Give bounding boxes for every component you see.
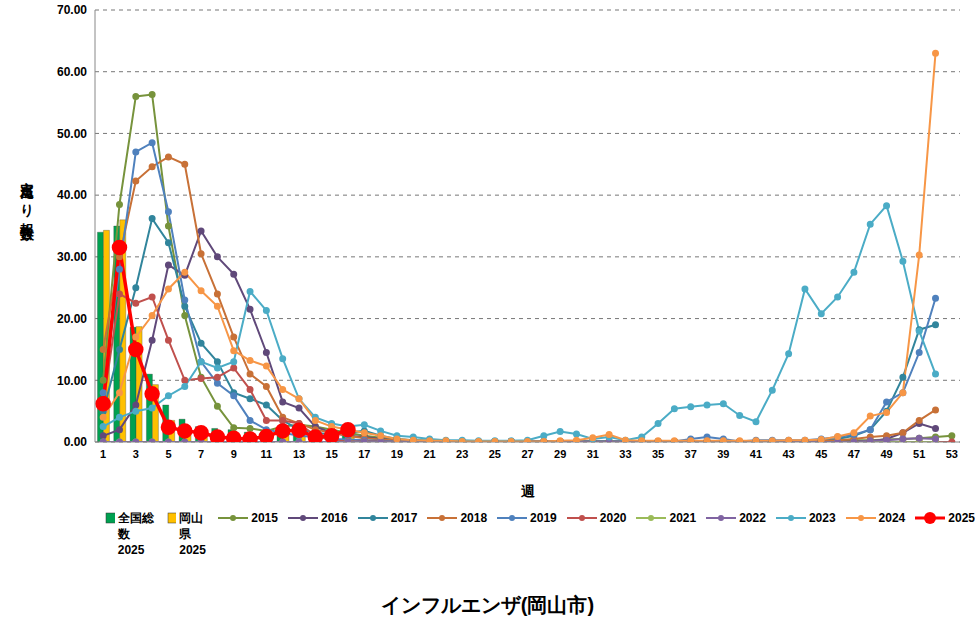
svg-text:41: 41: [750, 448, 762, 460]
html-text:2017: 2017: [390, 511, 418, 525]
svg-text:49: 49: [880, 448, 892, 460]
html-text:2023: 2023: [808, 511, 836, 525]
html-text:2015: 2015: [251, 511, 278, 525]
html-text:2025: 2025: [117, 543, 145, 557]
html-text:岡山県: 岡山県: [179, 511, 204, 541]
html-text:全国総数: 全国総数: [117, 511, 154, 541]
svg-text:0.00: 0.00: [64, 435, 88, 449]
html-text:2024: 2024: [878, 511, 906, 525]
svg-text:25: 25: [489, 448, 501, 460]
svg-text:7: 7: [198, 448, 204, 460]
html-text:2016: 2016: [321, 511, 348, 525]
svg-text:53: 53: [946, 448, 958, 460]
svg-text:60.00: 60.00: [57, 65, 87, 79]
svg-text:20.00: 20.00: [57, 312, 87, 326]
html-text:2020: 2020: [599, 511, 627, 525]
svg-text:週: 週: [520, 483, 536, 499]
svg-text:1: 1: [100, 448, 106, 460]
svg-text:10.00: 10.00: [57, 374, 87, 388]
svg-text:37: 37: [685, 448, 697, 460]
html-text:2021: 2021: [669, 511, 697, 525]
svg-text:29: 29: [554, 448, 566, 460]
svg-text:9: 9: [231, 448, 237, 460]
svg-text:30.00: 30.00: [57, 250, 87, 264]
svg-text:33: 33: [619, 448, 631, 460]
html-text:2025: 2025: [179, 543, 206, 557]
svg-text:50.00: 50.00: [57, 127, 87, 141]
html-text:2019: 2019: [530, 511, 557, 525]
svg-text:45: 45: [815, 448, 827, 460]
svg-text:43: 43: [783, 448, 795, 460]
svg-text:51: 51: [913, 448, 925, 460]
html-text:2025: 2025: [948, 511, 975, 525]
svg-text:15: 15: [326, 448, 338, 460]
svg-text:31: 31: [587, 448, 599, 460]
svg-text:27: 27: [521, 448, 533, 460]
svg-text:47: 47: [848, 448, 860, 460]
svg-text:21: 21: [423, 448, 435, 460]
svg-text:39: 39: [717, 448, 729, 460]
svg-text:3: 3: [133, 448, 139, 460]
html-text:2018: 2018: [460, 511, 488, 525]
html-text:定点当たり報告数: 定点当たり報告数: [19, 170, 35, 218]
svg-text:23: 23: [456, 448, 468, 460]
svg-text:40.00: 40.00: [57, 188, 87, 202]
svg-text:19: 19: [391, 448, 403, 460]
svg-text:70.00: 70.00: [57, 3, 87, 17]
svg-text:13: 13: [293, 448, 305, 460]
svg-text:35: 35: [652, 448, 664, 460]
html-text:2022: 2022: [739, 511, 766, 525]
svg-text:11: 11: [261, 448, 273, 460]
svg-text:17: 17: [358, 448, 370, 460]
svg-text:5: 5: [165, 448, 171, 460]
html-text:インフルエンザ(岡山市): インフルエンザ(岡山市): [380, 594, 595, 616]
